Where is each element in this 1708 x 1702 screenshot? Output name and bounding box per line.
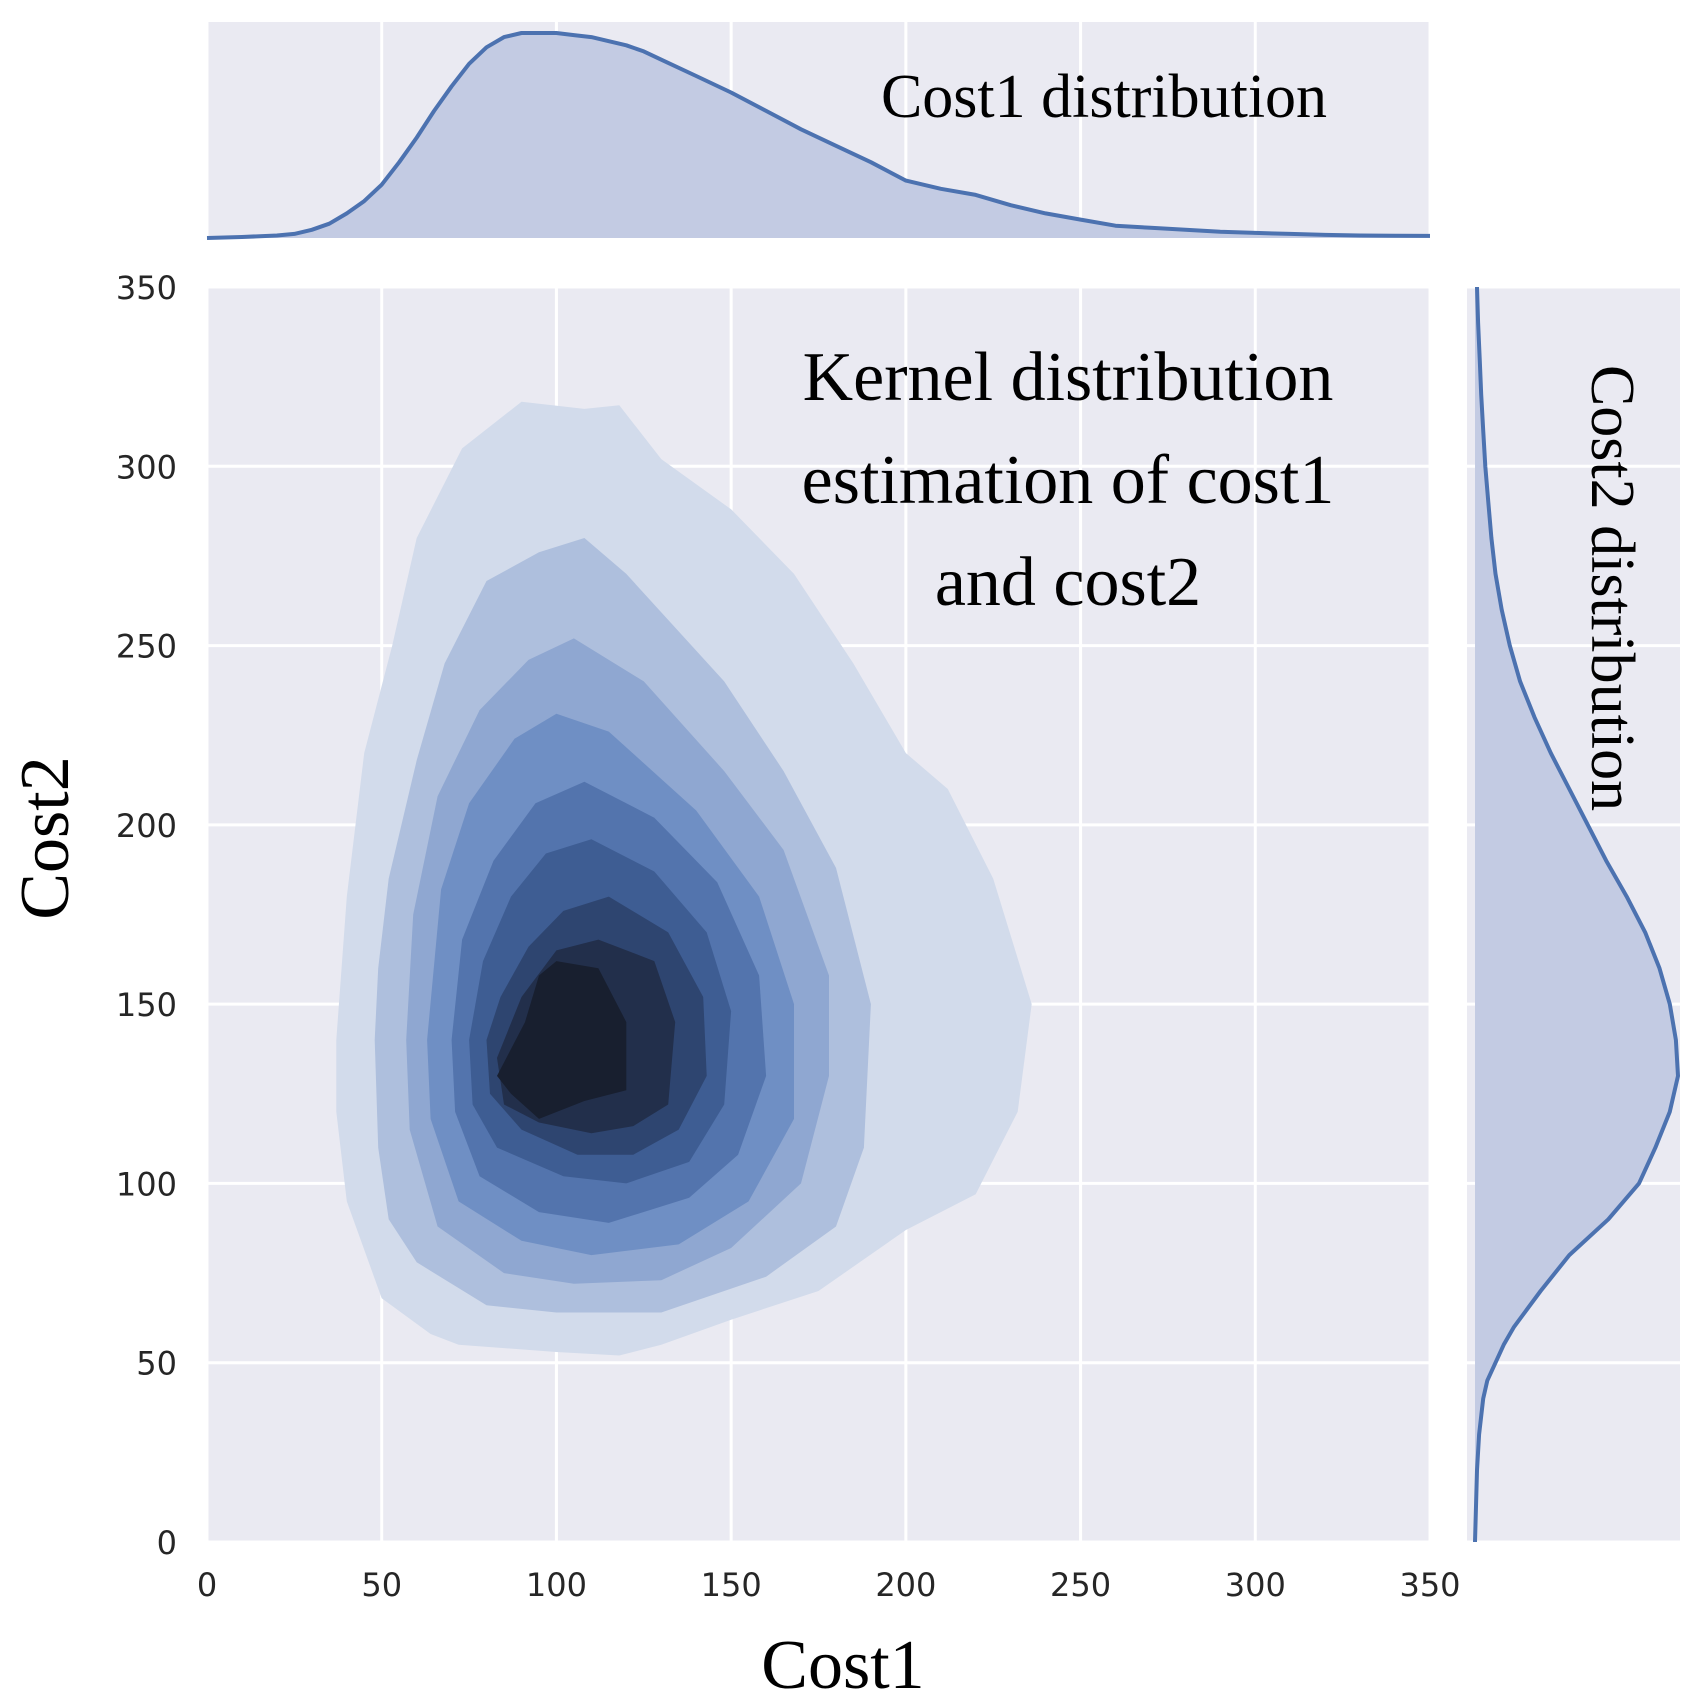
cost2-density-line [1473,286,1680,1543]
cost1-density-line [206,31,1431,240]
y-tick-label: 100 [116,1165,177,1203]
kde-contour-level-9 [497,961,627,1119]
x-tick-label: 300 [1225,1566,1286,1604]
kde-annotation-line-3: and cost2 [935,544,1201,621]
x-tick-label: 100 [526,1566,587,1604]
cost2-marginal-panel [1467,285,1680,1544]
y-tick-label: 200 [116,807,177,845]
x-tick-label: 350 [1399,1566,1460,1604]
x-tick-label: 200 [875,1566,936,1604]
cost2-distribution-label: Cost2 distribution [1578,365,1646,811]
cost1-marginal-panel [205,22,1432,240]
y-tick-label: 350 [116,269,177,307]
y-tick-label: 250 [116,628,177,666]
axis-ticks: 0 50 100 150 200 250 300 350 0 50 100 150 200 250 300 3… [116,269,1461,1604]
cost1-distribution-label: Cost1 distribution [881,63,1327,131]
x-tick-label: 50 [361,1566,402,1604]
y-tick-label: 50 [136,1345,177,1383]
main-kde-panel [205,285,1432,1544]
cost2-density-fill [1475,287,1678,1542]
kde-annotation-line-2: estimation of cost1 [802,442,1335,519]
x-tick-label: 250 [1050,1566,1111,1604]
y-tick-label: 0 [157,1524,177,1562]
kde-annotation-line-1: Kernel distribution [803,339,1334,416]
y-tick-label: 150 [116,986,177,1024]
x-tick-label: 150 [701,1566,762,1604]
y-axis-title: Cost2 [7,756,84,919]
x-axis-title: Cost1 [761,1627,924,1702]
y-tick-label: 300 [116,448,177,486]
cost1-density-fill [207,33,1430,238]
x-tick-label: 0 [197,1566,217,1604]
